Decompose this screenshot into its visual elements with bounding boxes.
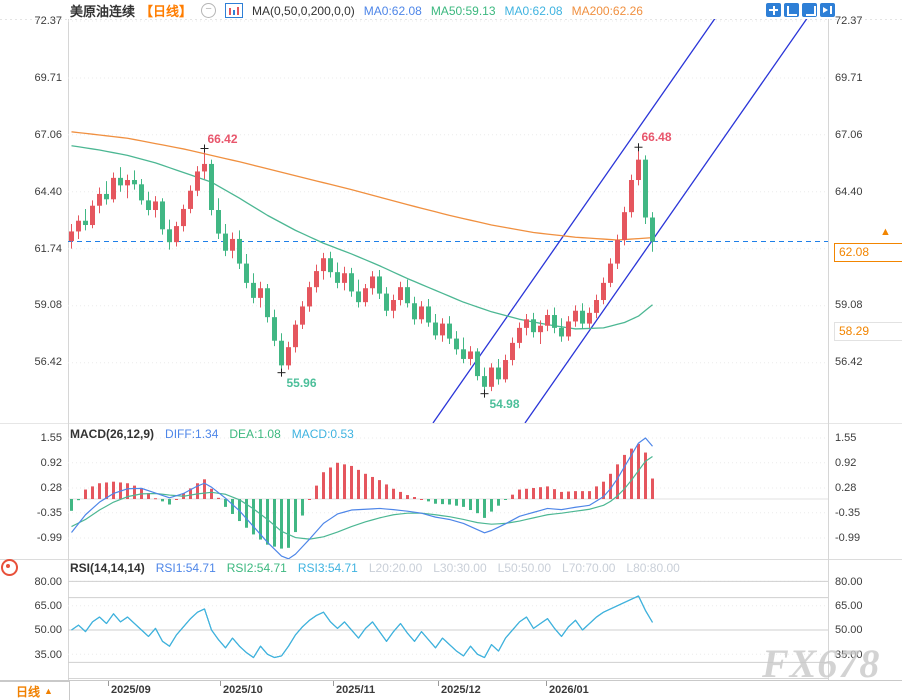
rsi-axis-label: 65.00 — [34, 600, 62, 612]
ma50-value: MA50:59.13 — [430, 3, 496, 18]
macd-axis-label: 0.92 — [835, 457, 857, 469]
price-marker-label: 66.42 — [207, 131, 238, 146]
macd-axis-label: 1.55 — [835, 432, 857, 444]
macd-axis-label: -0.35 — [835, 507, 861, 519]
macd-diff-value: DIFF:1.34 — [165, 427, 219, 441]
macd-axis-label: -0.35 — [36, 507, 62, 519]
rsi-axis-label: 35.00 — [34, 649, 62, 661]
period-selector-label: 日线 — [16, 684, 41, 699]
rsi1-value: RSI1:54.71 — [155, 561, 216, 575]
rsi-l70-value: L70:70.00 — [562, 561, 616, 575]
ma0-value-a: MA0:62.08 — [363, 3, 422, 18]
price-marker-label: 54.98 — [489, 396, 520, 411]
x-axis-label: 2025/10 — [223, 684, 263, 696]
price-marker-label: 55.96 — [286, 375, 317, 390]
rsi-axis-label: 65.00 — [835, 600, 863, 612]
price-axis-label: 56.42 — [835, 356, 863, 368]
indicator-sun-icon[interactable] — [1, 559, 18, 576]
chart-header: 美原油连续 【日线】 − MA(0,50,0,200,0,0) MA0:62.0… — [70, 2, 652, 19]
rsi-axis-label: 80.00 — [835, 576, 863, 588]
price-axis-label: 64.40 — [835, 186, 863, 198]
rsi3-value: RSI3:54.71 — [297, 561, 358, 575]
axis-scale-right-icon[interactable] — [802, 3, 817, 17]
candlestick-chart-icon[interactable] — [225, 3, 244, 18]
chevron-up-icon: ▲ — [44, 686, 53, 696]
last-price-tag: 62.08 — [834, 243, 902, 262]
macd-title: MACD(26,12,9) — [70, 427, 155, 441]
price-axis-label: 67.06 — [34, 129, 62, 141]
move-tool-icon[interactable] — [766, 3, 781, 17]
rsi-axis-label: 80.00 — [34, 576, 62, 588]
chart-toolbar — [766, 3, 835, 17]
rsi2-value: RSI2:54.71 — [226, 561, 287, 575]
collapse-icon[interactable]: − — [201, 3, 217, 18]
price-axis-label: 56.42 — [34, 356, 62, 368]
period-tag[interactable]: 【日线】 — [140, 4, 193, 19]
price-axis-label: 69.71 — [835, 72, 863, 84]
last-price-arrow-icon: ▲ — [880, 226, 891, 238]
rsi-title: RSI(14,14,14) — [70, 561, 145, 575]
macd-axis-label: -0.99 — [835, 532, 861, 544]
macd-axis-label: 0.28 — [835, 482, 857, 494]
rsi-l50-value: L50:50.00 — [497, 561, 552, 575]
macd-dea-value: DEA:1.08 — [229, 427, 281, 441]
ma200-value: MA200:62.26 — [571, 3, 643, 18]
rsi-l30-value: L30:30.00 — [433, 561, 487, 575]
price-axis-label: 64.40 — [34, 186, 62, 198]
x-axis-label: 2025/12 — [441, 684, 481, 696]
axis-scale-left-icon[interactable] — [784, 3, 799, 17]
rsi-header: RSI(14,14,14) RSI1:54.71 RSI2:54.71 RSI3… — [70, 561, 691, 575]
price-axis-label: 72.37 — [835, 15, 863, 27]
macd-axis-label: 0.28 — [40, 482, 62, 494]
macd-axis-label: -0.99 — [36, 532, 62, 544]
price-axis-label: 61.74 — [34, 243, 62, 255]
symbol-name: 美原油连续 — [70, 4, 136, 19]
price-marker-label: 66.48 — [641, 130, 672, 145]
price-axis-label: 59.08 — [34, 299, 62, 311]
price-axis-label: 67.06 — [835, 129, 863, 141]
fx678-watermark: FX678 — [762, 641, 881, 686]
macd-hist-value: MACD:0.53 — [291, 427, 354, 441]
x-axis-label: 2026/01 — [549, 684, 589, 696]
x-axis-label: 2025/09 — [111, 684, 151, 696]
ma0-value-b: MA0:62.08 — [504, 3, 563, 18]
ma-settings-label: MA(0,50,0,200,0,0) — [252, 3, 355, 18]
x-axis-label: 2025/11 — [336, 684, 376, 696]
macd-header: MACD(26,12,9) DIFF:1.34 DEA:1.08 MACD:0.… — [70, 427, 365, 441]
price-axis-label: 69.71 — [34, 72, 62, 84]
price-axis-label: 72.37 — [34, 15, 62, 27]
rsi-axis-label: 50.00 — [835, 624, 863, 636]
period-selector-button[interactable]: 日线 ▲ — [0, 681, 70, 700]
price-axis-label: 59.08 — [835, 299, 863, 311]
rsi-axis-label: 50.00 — [34, 624, 62, 636]
rsi-axis-label: 35.00 — [835, 649, 863, 661]
rsi-l80-value: L80:80.00 — [626, 561, 680, 575]
macd-axis-label: 1.55 — [40, 432, 62, 444]
secondary-price-tag: 58.29 — [834, 322, 902, 341]
rsi-l20-value: L20:20.00 — [368, 561, 423, 575]
macd-axis-label: 0.92 — [40, 457, 62, 469]
collapse-panel-icon[interactable] — [820, 3, 835, 17]
